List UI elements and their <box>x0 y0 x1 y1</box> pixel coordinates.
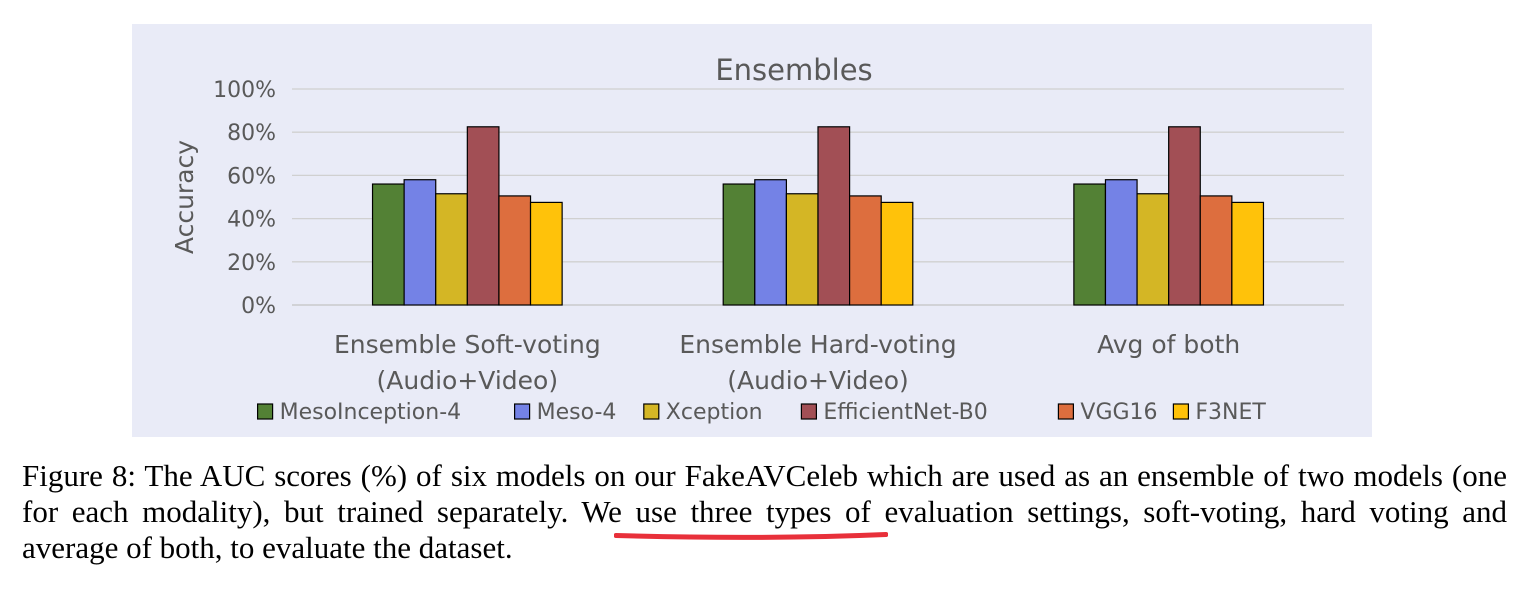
y-tick-label: 80% <box>227 121 276 146</box>
bar-mesoinception-4-0 <box>371 183 405 306</box>
bar-meso-4-1 <box>754 179 787 306</box>
y-tick-label: 0% <box>241 294 276 319</box>
legend-label: EfficientNet-B0 <box>823 400 987 425</box>
y-tick-label: 100% <box>213 78 276 103</box>
category-label: Ensemble Soft-voting <box>334 330 601 359</box>
chart-title: Ensembles <box>715 53 872 87</box>
legend-label: MesoInception-4 <box>280 400 462 425</box>
bar-f3net-2 <box>1231 201 1265 306</box>
text-layer: 0% 20% 40% 60% 80% 100% Ensembles Accuracy Ensem… <box>170 53 1240 395</box>
bar-xception-1 <box>785 193 819 306</box>
legend-swatch <box>643 403 660 420</box>
bar-vgg16-2 <box>1199 195 1233 306</box>
bar-f3net-0 <box>529 201 563 306</box>
y-tick-label: 40% <box>227 208 276 233</box>
category-label: (Audio+Video) <box>377 366 559 395</box>
underline-stroke <box>614 532 888 540</box>
category-label: Ensemble Hard-voting <box>679 330 956 359</box>
bar-xception-2 <box>1136 193 1170 306</box>
legend-swatch <box>1057 403 1075 420</box>
legend-layer: MesoInception-4 Meso-4 Xception EfficientNe… <box>256 400 1266 425</box>
bar-f3net-1 <box>880 201 914 306</box>
legend-swatch <box>514 403 531 420</box>
figure-caption: Figure 8: The AUC scores (%) of six mode… <box>22 458 1507 565</box>
legend-swatch <box>256 403 274 420</box>
bar-efficientnet-b0-0 <box>466 126 500 306</box>
legend-swatch <box>1172 403 1190 420</box>
legend-label: VGG16 <box>1080 400 1157 425</box>
y-axis-label: Accuracy <box>170 140 199 254</box>
category-label: (Audio+Video) <box>727 366 909 395</box>
legend-swatch <box>800 403 818 420</box>
bar-xception-0 <box>435 193 468 306</box>
bar-vgg16-1 <box>848 195 882 306</box>
bar-layer <box>371 126 1265 306</box>
bar-mesoinception-4-2 <box>1073 183 1107 306</box>
legend-label: F3NET <box>1195 400 1266 425</box>
bar-mesoinception-4-1 <box>722 183 756 306</box>
chart-panel: 0% 20% 40% 60% 80% 100% Ensembles Accuracy Ensem… <box>132 24 1372 437</box>
y-tick-label: 60% <box>227 164 276 189</box>
legend-label: Meso-4 <box>537 400 617 425</box>
bar-efficientnet-b0-2 <box>1168 126 1201 306</box>
bar-efficientnet-b0-1 <box>817 126 851 306</box>
bar-meso-4-0 <box>403 179 437 306</box>
category-label: Avg of both <box>1097 330 1240 359</box>
legend-label: Xception <box>666 400 763 425</box>
red-underline-annotation <box>614 532 888 540</box>
y-tick-label: 20% <box>227 251 276 276</box>
chart-svg: 0% 20% 40% 60% 80% 100% Ensembles Accuracy Ensem… <box>170 53 1344 425</box>
bar-vgg16-0 <box>498 195 532 306</box>
bar-meso-4-2 <box>1104 179 1138 306</box>
